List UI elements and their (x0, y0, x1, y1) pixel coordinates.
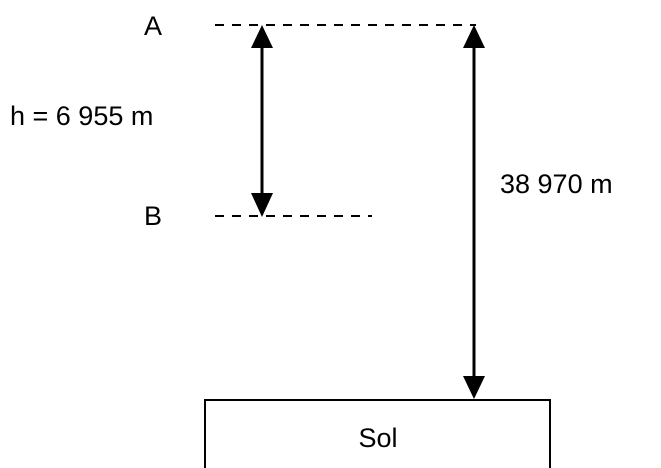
ground-box (204, 399, 551, 468)
dimension-label: h = 6 955 m (10, 101, 153, 131)
point-label: A (144, 11, 162, 41)
dimension-label: 38 970 m (500, 169, 613, 199)
ground-label: Sol (358, 423, 397, 453)
point-label: B (144, 201, 162, 231)
height-arrow (251, 25, 273, 217)
altitude-arrow (463, 25, 485, 399)
